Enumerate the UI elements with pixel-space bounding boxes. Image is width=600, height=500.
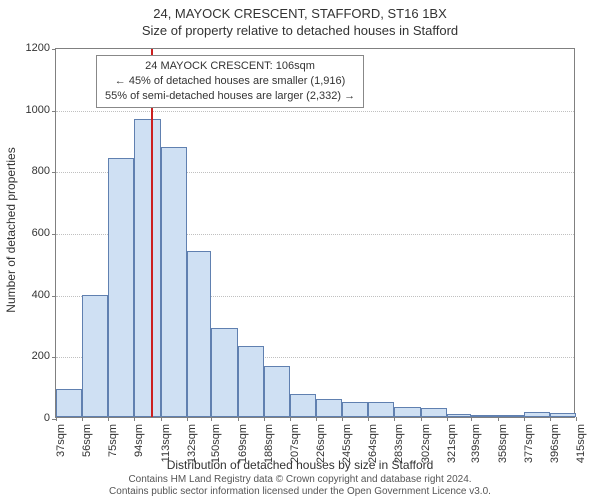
x-tick-mark bbox=[368, 417, 369, 421]
x-tick-label: 283sqm bbox=[393, 424, 405, 474]
histogram-bar bbox=[264, 366, 290, 417]
x-tick-mark bbox=[82, 417, 83, 421]
x-tick-mark bbox=[134, 417, 135, 421]
x-tick-label: 56sqm bbox=[81, 424, 93, 474]
histogram-bar bbox=[211, 328, 237, 417]
x-tick-label: 358sqm bbox=[497, 424, 509, 474]
gridline bbox=[56, 111, 574, 112]
y-tick-mark bbox=[52, 111, 56, 112]
x-tick-mark bbox=[161, 417, 162, 421]
histogram-bar bbox=[187, 251, 212, 418]
legend-line-3: 55% of semi-detached houses are larger (… bbox=[105, 89, 355, 104]
x-tick-label: 188sqm bbox=[263, 424, 275, 474]
x-tick-label: 75sqm bbox=[107, 424, 119, 474]
histogram-bar bbox=[550, 413, 576, 417]
x-tick-label: 339sqm bbox=[470, 424, 482, 474]
x-tick-label: 94sqm bbox=[133, 424, 145, 474]
x-tick-label: 169sqm bbox=[237, 424, 249, 474]
histogram-bar bbox=[161, 147, 187, 417]
x-tick-label: 377sqm bbox=[523, 424, 535, 474]
footer-line-2: Contains public sector information licen… bbox=[0, 486, 600, 498]
x-tick-mark bbox=[316, 417, 317, 421]
x-tick-label: 302sqm bbox=[420, 424, 432, 474]
x-tick-mark bbox=[447, 417, 448, 421]
histogram-bar bbox=[524, 412, 550, 417]
x-tick-label: 321sqm bbox=[446, 424, 458, 474]
y-tick-mark bbox=[52, 49, 56, 50]
histogram-bar bbox=[56, 389, 82, 417]
x-tick-mark bbox=[56, 417, 57, 421]
y-tick-mark bbox=[52, 296, 56, 297]
y-tick-mark bbox=[52, 357, 56, 358]
legend-box: 24 MAYOCK CRESCENT: 106sqm ← 45% of deta… bbox=[96, 55, 364, 108]
legend-line-1: 24 MAYOCK CRESCENT: 106sqm bbox=[105, 59, 355, 74]
y-tick-label: 800 bbox=[10, 165, 50, 177]
histogram-bar bbox=[342, 402, 368, 417]
x-tick-label: 132sqm bbox=[186, 424, 198, 474]
x-tick-mark bbox=[211, 417, 212, 421]
x-tick-label: 37sqm bbox=[55, 424, 67, 474]
x-tick-label: 113sqm bbox=[160, 424, 172, 474]
histogram-bar bbox=[471, 415, 497, 417]
y-tick-mark bbox=[52, 234, 56, 235]
x-tick-mark bbox=[238, 417, 239, 421]
x-tick-mark bbox=[421, 417, 422, 421]
x-tick-label: 226sqm bbox=[315, 424, 327, 474]
histogram-bar bbox=[134, 119, 160, 417]
x-tick-mark bbox=[498, 417, 499, 421]
y-tick-label: 1200 bbox=[10, 42, 50, 54]
histogram-bar bbox=[421, 408, 447, 417]
x-tick-label: 264sqm bbox=[367, 424, 379, 474]
histogram-bar bbox=[82, 295, 108, 417]
x-tick-mark bbox=[264, 417, 265, 421]
y-tick-label: 200 bbox=[10, 350, 50, 362]
x-tick-mark bbox=[187, 417, 188, 421]
footer-note: Contains HM Land Registry data © Crown c… bbox=[0, 474, 600, 498]
y-tick-label: 400 bbox=[10, 289, 50, 301]
x-tick-label: 415sqm bbox=[575, 424, 587, 474]
chart-title-main: 24, MAYOCK CRESCENT, STAFFORD, ST16 1BX bbox=[0, 0, 600, 21]
x-tick-label: 150sqm bbox=[210, 424, 222, 474]
histogram-bar bbox=[447, 414, 472, 417]
plot-area: 24 MAYOCK CRESCENT: 106sqm ← 45% of deta… bbox=[55, 48, 575, 418]
histogram-bar bbox=[498, 415, 524, 417]
footer-line-1: Contains HM Land Registry data © Crown c… bbox=[0, 474, 600, 486]
y-tick-label: 0 bbox=[10, 412, 50, 424]
x-tick-label: 245sqm bbox=[341, 424, 353, 474]
histogram-bar bbox=[368, 402, 394, 417]
x-tick-mark bbox=[576, 417, 577, 421]
x-tick-label: 396sqm bbox=[549, 424, 561, 474]
histogram-bar bbox=[108, 158, 134, 417]
x-tick-mark bbox=[550, 417, 551, 421]
y-tick-label: 1000 bbox=[10, 104, 50, 116]
x-tick-mark bbox=[471, 417, 472, 421]
legend-line-2: ← 45% of detached houses are smaller (1,… bbox=[105, 74, 355, 89]
y-tick-mark bbox=[52, 172, 56, 173]
histogram-bar bbox=[290, 394, 316, 417]
x-tick-mark bbox=[290, 417, 291, 421]
chart-title-sub: Size of property relative to detached ho… bbox=[0, 21, 600, 38]
histogram-bar bbox=[316, 399, 342, 418]
histogram-bar bbox=[394, 407, 420, 417]
x-tick-mark bbox=[342, 417, 343, 421]
histogram-bar bbox=[238, 346, 264, 417]
x-tick-label: 207sqm bbox=[289, 424, 301, 474]
x-tick-mark bbox=[394, 417, 395, 421]
x-tick-mark bbox=[524, 417, 525, 421]
x-tick-mark bbox=[108, 417, 109, 421]
y-tick-label: 600 bbox=[10, 227, 50, 239]
